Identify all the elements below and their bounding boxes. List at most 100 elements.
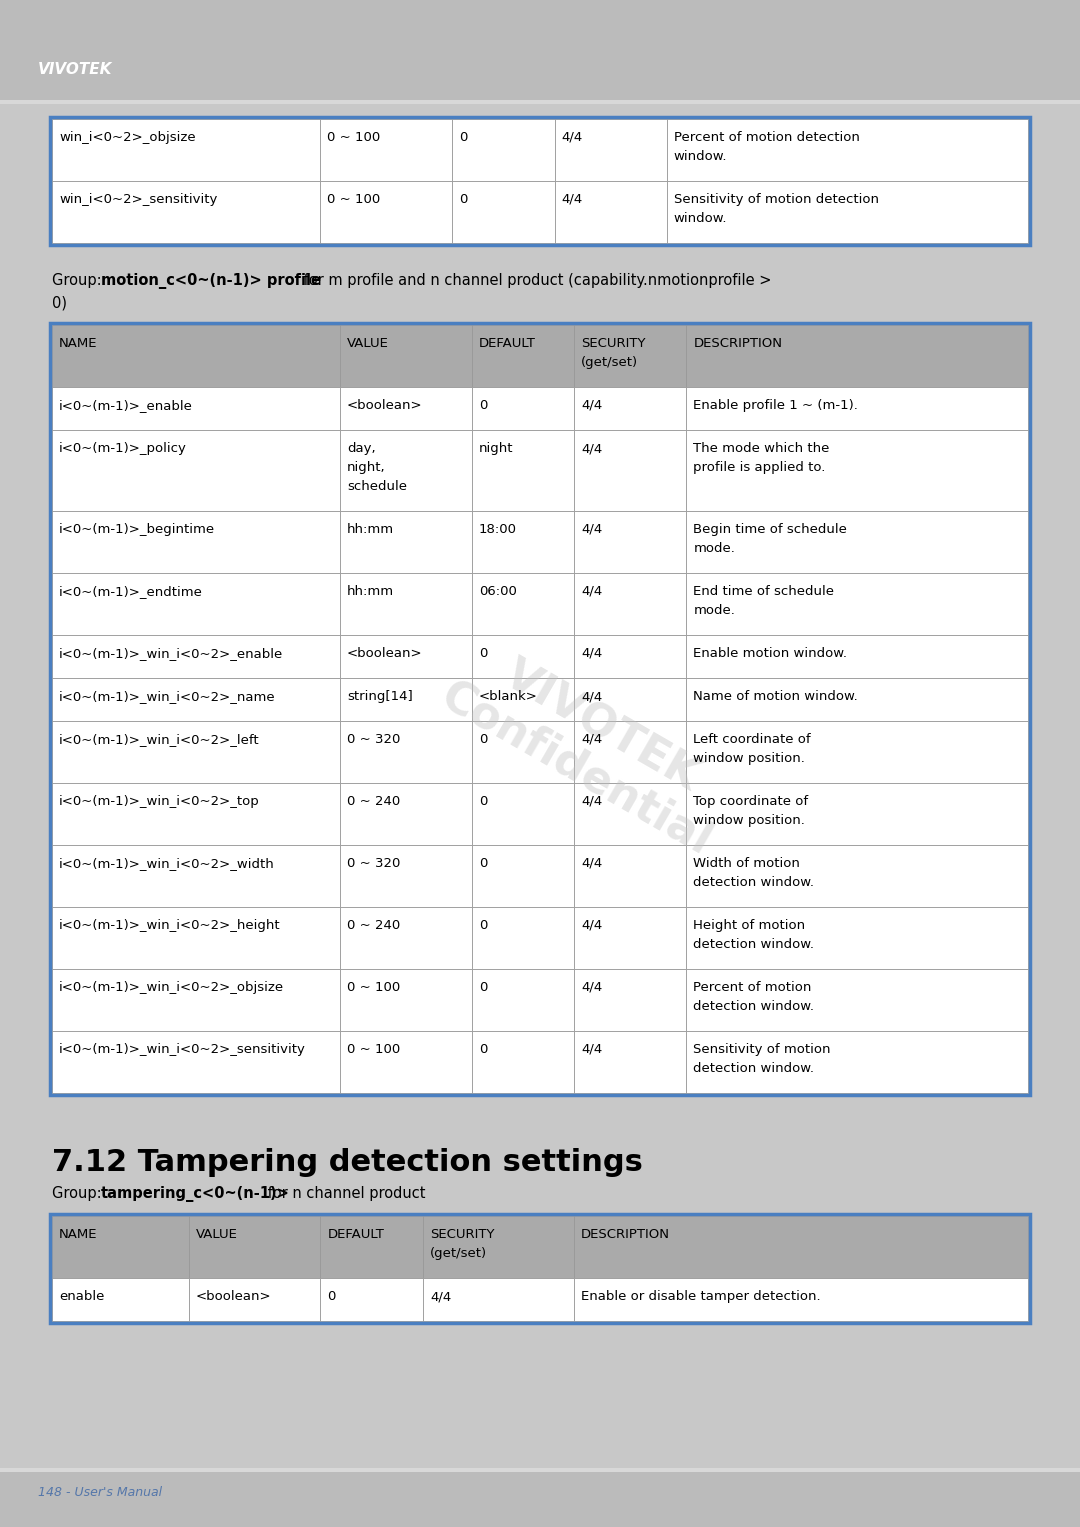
Bar <box>52 721 340 783</box>
Text: 4/4: 4/4 <box>581 647 603 660</box>
Text: 4/4: 4/4 <box>581 919 603 931</box>
Bar <box>575 721 687 783</box>
Bar <box>340 970 472 1031</box>
Bar <box>687 386 1028 431</box>
Bar <box>52 119 321 182</box>
Text: DEFAULT: DEFAULT <box>327 1228 384 1241</box>
Bar <box>340 325 472 386</box>
Text: 4/4: 4/4 <box>581 857 603 870</box>
Bar <box>687 721 1028 783</box>
Text: Enable motion window.: Enable motion window. <box>693 647 848 660</box>
Bar <box>52 635 340 678</box>
Bar <box>472 325 575 386</box>
Bar <box>52 386 340 431</box>
Bar <box>555 119 666 182</box>
Text: 4/4: 4/4 <box>581 733 603 747</box>
Text: SECURITY: SECURITY <box>430 1228 495 1241</box>
Text: <boolean>: <boolean> <box>347 647 422 660</box>
Bar <box>321 182 453 243</box>
Text: 7.12 Tampering detection settings: 7.12 Tampering detection settings <box>52 1148 643 1177</box>
Bar <box>575 635 687 678</box>
Bar <box>472 783 575 844</box>
Text: 0: 0 <box>459 192 468 206</box>
Bar <box>453 182 555 243</box>
Bar <box>575 325 687 386</box>
Text: 06:00: 06:00 <box>478 585 516 599</box>
Bar <box>575 783 687 844</box>
Bar <box>453 119 555 182</box>
Text: Height of motion: Height of motion <box>693 919 806 931</box>
Bar <box>687 970 1028 1031</box>
Bar <box>575 678 687 721</box>
Bar <box>472 573 575 635</box>
Bar <box>472 431 575 512</box>
Text: detection window.: detection window. <box>693 938 814 951</box>
Text: Enable or disable tamper detection.: Enable or disable tamper detection. <box>581 1290 821 1303</box>
Bar <box>340 635 472 678</box>
Bar <box>52 1031 340 1093</box>
Bar <box>52 1215 189 1278</box>
Bar <box>555 182 666 243</box>
Text: i<0~(m-1)>_endtime: i<0~(m-1)>_endtime <box>59 585 203 599</box>
Text: night: night <box>478 441 513 455</box>
Text: NAME: NAME <box>59 1228 97 1241</box>
Bar <box>52 573 340 635</box>
Bar <box>575 1278 1028 1321</box>
Bar <box>472 844 575 907</box>
Bar <box>472 635 575 678</box>
Text: 0: 0 <box>478 647 487 660</box>
Bar <box>52 907 340 970</box>
Text: 4/4: 4/4 <box>581 796 603 808</box>
Text: 0 ~ 240: 0 ~ 240 <box>347 796 401 808</box>
Bar <box>666 119 1028 182</box>
Bar <box>575 431 687 512</box>
Bar <box>50 324 1030 1095</box>
Bar <box>575 573 687 635</box>
Bar <box>340 783 472 844</box>
Text: 0 ~ 100: 0 ~ 100 <box>347 980 401 994</box>
Text: win_i<0~2>_sensitivity: win_i<0~2>_sensitivity <box>59 192 217 206</box>
Text: 4/4: 4/4 <box>581 690 603 702</box>
Text: i<0~(m-1)>_win_i<0~2>_width: i<0~(m-1)>_win_i<0~2>_width <box>59 857 274 870</box>
Text: 0 ~ 100: 0 ~ 100 <box>347 1043 401 1057</box>
Bar <box>52 182 321 243</box>
Text: DESCRIPTION: DESCRIPTION <box>581 1228 671 1241</box>
Bar <box>472 907 575 970</box>
Bar <box>687 783 1028 844</box>
Text: hh:mm: hh:mm <box>347 585 394 599</box>
Bar <box>321 1215 423 1278</box>
Text: tampering_c<0~(n-1)>: tampering_c<0~(n-1)> <box>102 1186 289 1202</box>
Bar <box>50 118 1030 244</box>
Bar <box>472 512 575 573</box>
Bar <box>472 970 575 1031</box>
Text: 4/4: 4/4 <box>581 980 603 994</box>
Text: End time of schedule: End time of schedule <box>693 585 835 599</box>
Text: <boolean>: <boolean> <box>347 399 422 412</box>
Text: hh:mm: hh:mm <box>347 524 394 536</box>
Bar <box>50 1214 1030 1322</box>
Bar <box>340 573 472 635</box>
Text: 0: 0 <box>327 1290 336 1303</box>
Text: 0: 0 <box>478 1043 487 1057</box>
Text: mode.: mode. <box>693 542 735 554</box>
Text: 4/4: 4/4 <box>562 192 583 206</box>
Text: Group:: Group: <box>52 273 106 289</box>
Bar <box>575 970 687 1031</box>
Text: window position.: window position. <box>693 751 806 765</box>
Bar <box>687 907 1028 970</box>
Text: 0 ~ 100: 0 ~ 100 <box>327 131 380 144</box>
Text: win_i<0~2>_objsize: win_i<0~2>_objsize <box>59 131 195 144</box>
Text: i<0~(m-1)>_win_i<0~2>_sensitivity: i<0~(m-1)>_win_i<0~2>_sensitivity <box>59 1043 306 1057</box>
Text: SECURITY: SECURITY <box>581 337 646 350</box>
Text: window position.: window position. <box>693 814 806 828</box>
Bar <box>687 678 1028 721</box>
Text: 0: 0 <box>478 857 487 870</box>
Text: 18:00: 18:00 <box>478 524 516 536</box>
Bar <box>52 1278 189 1321</box>
Bar <box>687 573 1028 635</box>
Bar <box>52 844 340 907</box>
Text: window.: window. <box>674 212 728 224</box>
Text: schedule: schedule <box>347 479 407 493</box>
Bar <box>52 431 340 512</box>
Bar <box>52 325 340 386</box>
